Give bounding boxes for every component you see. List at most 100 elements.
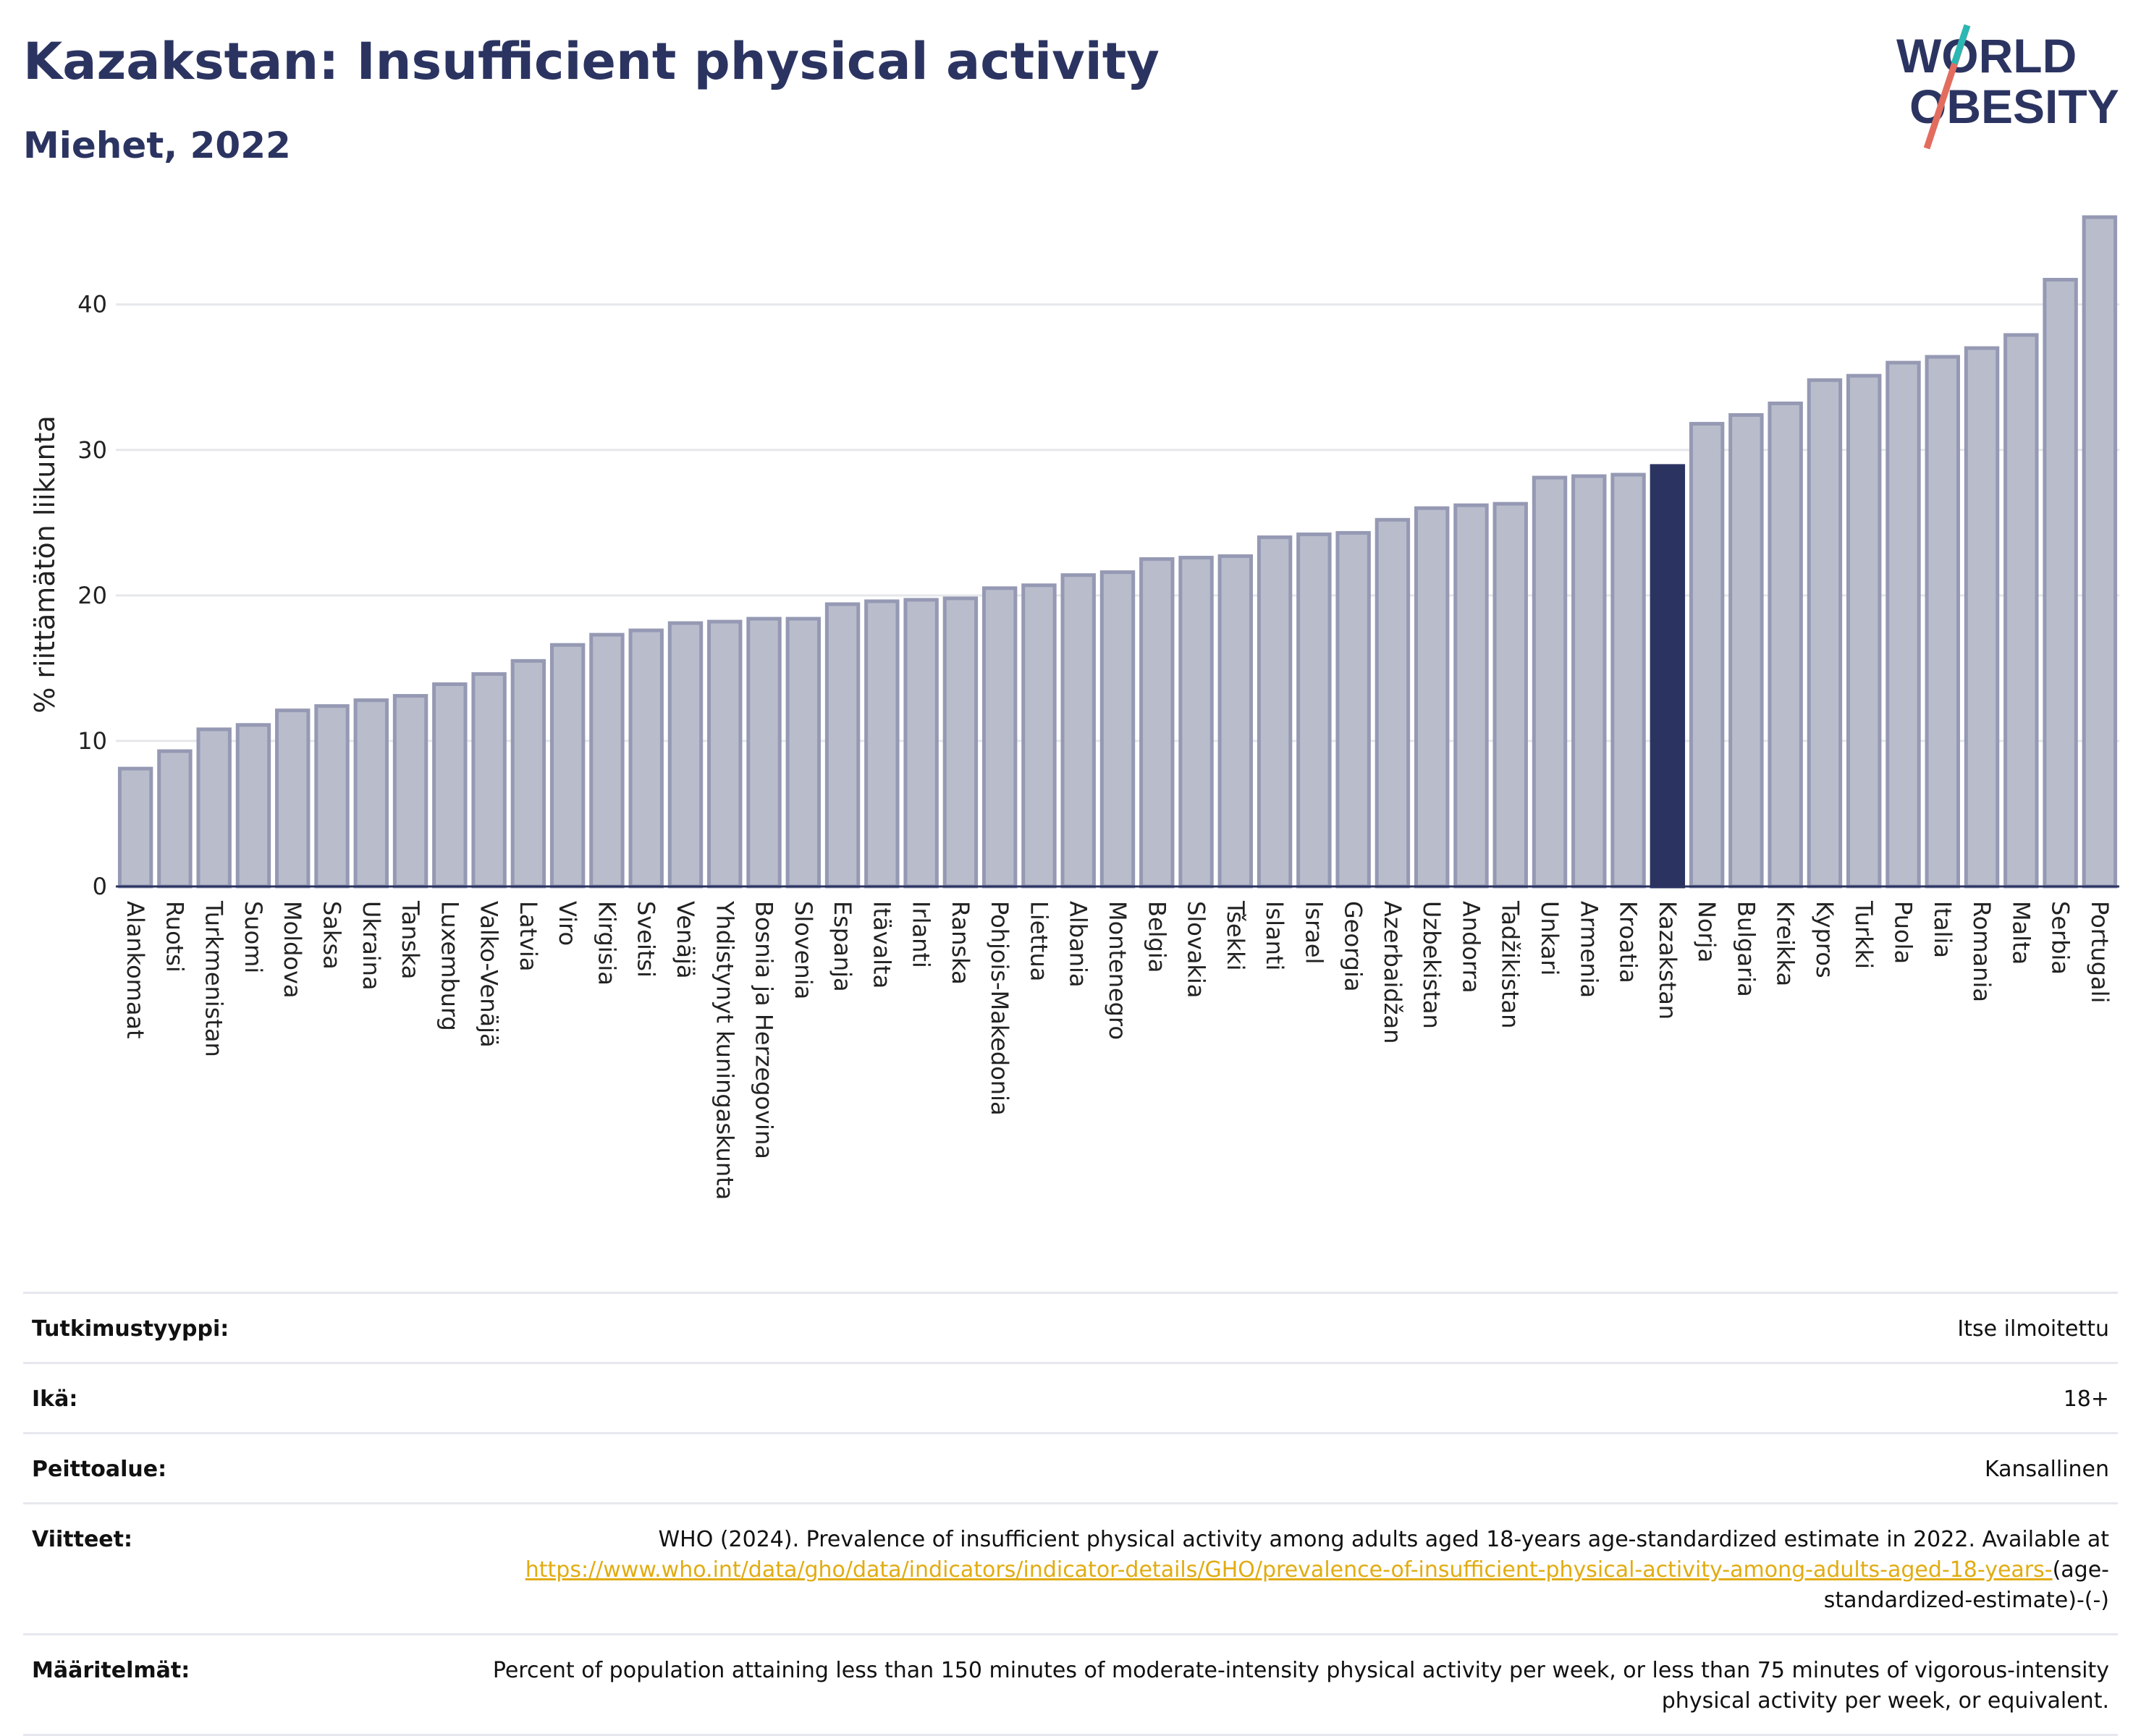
y-tick-label: 20 bbox=[77, 582, 107, 609]
x-category-label: Turkki bbox=[1850, 900, 1878, 969]
bar-itävalta bbox=[864, 599, 900, 889]
bar-moldova bbox=[275, 708, 311, 889]
x-category-label: Tadžikistan bbox=[1497, 900, 1524, 1028]
bar-ukraina bbox=[353, 698, 389, 889]
x-category-label: Kreikka bbox=[1772, 901, 1799, 986]
bar-tanska bbox=[392, 694, 428, 889]
bar-italia bbox=[1925, 355, 1960, 889]
x-category-label: Tanska bbox=[397, 900, 424, 979]
x-category-label: Andorra bbox=[1457, 901, 1485, 993]
x-category-label: Portugali bbox=[2086, 901, 2113, 1003]
bar-islanti bbox=[1257, 535, 1293, 889]
x-category-label: Espanja bbox=[829, 901, 856, 992]
x-category-label: Romania bbox=[1968, 901, 1996, 1002]
info-row-age: Ikä: 18+ bbox=[23, 1362, 2118, 1432]
bar-saksa bbox=[314, 704, 350, 889]
bar-tadžikistan bbox=[1492, 501, 1528, 889]
bar-luxemburg bbox=[432, 682, 468, 889]
bar-malta bbox=[2003, 333, 2039, 889]
bar-yhdistynyt-kuningaskunta bbox=[707, 619, 743, 889]
x-category-label: Bulgaria bbox=[1732, 901, 1760, 997]
reference-suffix: (age-standardized-estimate)-(-) bbox=[1823, 1557, 2109, 1613]
bar-norja bbox=[1689, 422, 1725, 889]
x-category-label: Georgia bbox=[1340, 901, 1367, 991]
bar-armenia bbox=[1571, 474, 1607, 889]
x-category-label: Islanti bbox=[1261, 901, 1288, 970]
reference-text: WHO (2024). Prevalence of insufficient p… bbox=[658, 1527, 2109, 1552]
chart-title: Kazakstan: Insufficient physical activit… bbox=[23, 32, 1160, 91]
x-category-label: Armenia bbox=[1575, 901, 1602, 998]
x-category-label: Itävalta bbox=[868, 901, 895, 988]
bar-uzbekistan bbox=[1414, 506, 1450, 889]
info-value: Itse ilmoitettu bbox=[1957, 1316, 2109, 1342]
bar-andorra bbox=[1453, 503, 1489, 889]
x-category-label: Moldova bbox=[279, 901, 306, 999]
bar-bosnia-ja-herzegovina bbox=[746, 617, 782, 889]
bar-latvia bbox=[510, 659, 546, 889]
x-category-label: Unkari bbox=[1536, 901, 1563, 975]
bar-turkki bbox=[1846, 373, 1882, 889]
x-category-label: Belgia bbox=[1143, 901, 1170, 973]
x-category-label: Puola bbox=[1889, 901, 1917, 964]
bar-liettua bbox=[1021, 583, 1057, 889]
bar-slovakia bbox=[1178, 556, 1214, 889]
y-tick-label: 0 bbox=[93, 873, 107, 900]
bar-alankomaat bbox=[117, 766, 153, 889]
x-category-label: Israel bbox=[1300, 901, 1327, 964]
bar-suomi bbox=[235, 723, 271, 889]
x-category-label: Suomi bbox=[240, 901, 267, 973]
x-category-label: Kazakstan bbox=[1654, 901, 1681, 1020]
y-tick-label: 10 bbox=[77, 727, 107, 755]
x-category-label: Liettua bbox=[1025, 901, 1052, 981]
bar-turkmenistan bbox=[196, 727, 232, 889]
x-category-label: Kypros bbox=[1811, 901, 1838, 978]
info-label: Määritelmät: bbox=[32, 1658, 190, 1683]
info-row-references: Viitteet: WHO (2024). Prevalence of insu… bbox=[23, 1502, 2118, 1633]
bar-pohjois-makedonia bbox=[981, 586, 1018, 889]
info-value: 18+ bbox=[2063, 1386, 2109, 1412]
bar-portugali bbox=[2082, 215, 2118, 889]
bar-georgia bbox=[1335, 530, 1371, 889]
bar-viro bbox=[549, 643, 586, 889]
x-category-label: Venäjä bbox=[672, 901, 699, 978]
info-value: Kansallinen bbox=[1984, 1457, 2109, 1482]
bar-sveitsi bbox=[628, 628, 664, 889]
bar-azerbaidžan bbox=[1374, 517, 1411, 889]
bar-slovenia bbox=[785, 617, 822, 889]
x-category-label: Ukraina bbox=[358, 901, 385, 991]
x-category-label: Slovenia bbox=[790, 901, 817, 999]
info-label: Tutkimustyyppi: bbox=[32, 1316, 229, 1342]
bar-unkari bbox=[1532, 475, 1568, 889]
bar-serbia bbox=[2043, 278, 2078, 889]
bar-albania bbox=[1060, 573, 1096, 889]
bar-tšekki bbox=[1217, 554, 1254, 889]
y-tick-label: 30 bbox=[77, 436, 107, 464]
bar-belgia bbox=[1139, 557, 1175, 889]
bars bbox=[117, 215, 2118, 889]
x-category-label: Bosnia ja Herzegovina bbox=[751, 901, 778, 1159]
x-category-label: Alankomaat bbox=[122, 901, 149, 1039]
bar-chart: 0 10 20 30 40 Alankomaat Ruotsi Turkmenistan Su… bbox=[29, 215, 2119, 1200]
y-tick-label: 40 bbox=[77, 291, 107, 318]
logo-line1: WORLD bbox=[1896, 29, 2077, 82]
x-category-label: Montenegro bbox=[1104, 901, 1131, 1040]
chart-subtitle: Miehet, 2022 bbox=[23, 124, 291, 166]
info-table: Tutkimustyyppi: Itse ilmoitettu Ikä: 18+… bbox=[23, 1292, 2118, 1736]
bar-venäjä bbox=[667, 621, 704, 889]
bar-kreikka bbox=[1768, 401, 1803, 889]
x-category-label: Valko-Venäjä bbox=[476, 901, 503, 1048]
reference-link[interactable]: https://www.who.int/data/gho/data/indica… bbox=[525, 1557, 2053, 1583]
x-category-label: Pohjois-Makedonia bbox=[986, 901, 1013, 1116]
bar-montenegro bbox=[1099, 570, 1136, 889]
info-row-study-type: Tutkimustyyppi: Itse ilmoitettu bbox=[23, 1292, 2118, 1362]
y-axis-title: % riittämätön liikunta bbox=[29, 415, 61, 714]
bar-israel bbox=[1296, 532, 1332, 889]
bar-kirgisia bbox=[589, 632, 625, 889]
info-value: WHO (2024). Prevalence of insufficient p… bbox=[444, 1525, 2109, 1616]
x-category-label: Ranska bbox=[947, 901, 974, 985]
bar-puola bbox=[1885, 360, 1921, 889]
x-category-label: Saksa bbox=[318, 901, 346, 970]
info-label: Peittoalue: bbox=[32, 1457, 167, 1482]
x-category-label: Malta bbox=[2007, 901, 2035, 965]
logo-slash-accent bbox=[1951, 24, 1971, 65]
